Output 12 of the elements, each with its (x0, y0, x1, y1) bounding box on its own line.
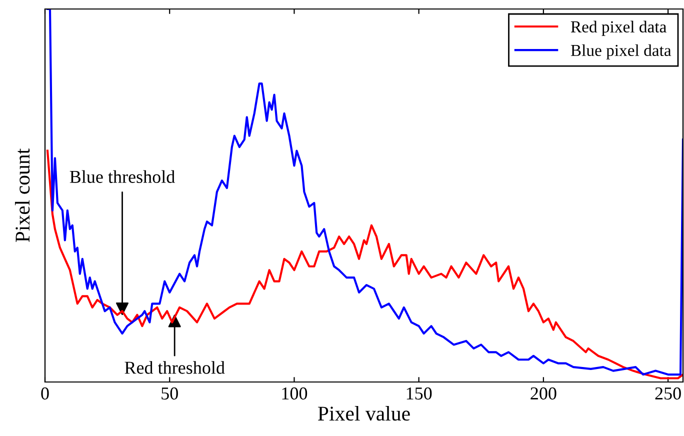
x-axis-title: Pixel value (318, 406, 410, 421)
x-tick-label: 150 (406, 387, 432, 400)
annotation: Red threshold (124, 361, 225, 374)
legend-label: Blue pixel data (570, 44, 672, 60)
y-axis-title: Pixel count (14, 148, 30, 242)
x-tick-label: 250 (655, 387, 681, 400)
x-tick-label: 100 (282, 387, 308, 400)
annotation: Blue threshold (70, 170, 175, 183)
x-tick-label: 50 (162, 387, 178, 400)
legend-label: Red pixel data (570, 20, 666, 36)
x-tick-label: 200 (530, 387, 556, 400)
x-tick-label: 0 (41, 387, 49, 400)
